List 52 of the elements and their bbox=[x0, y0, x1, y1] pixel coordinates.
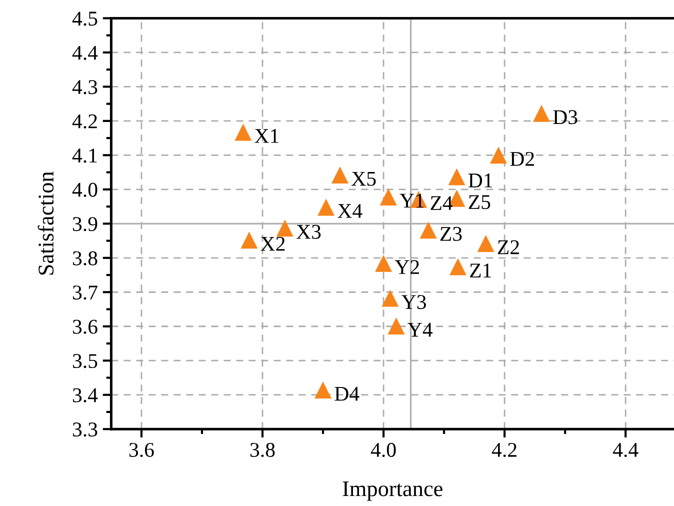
annotation: X3 bbox=[296, 224, 321, 239]
point bbox=[490, 146, 508, 164]
point bbox=[420, 222, 437, 239]
annotation: Z1 bbox=[470, 264, 491, 278]
point bbox=[477, 235, 494, 252]
y-tick-label: 3.8 bbox=[72, 251, 98, 266]
y-tick-label: 4.1 bbox=[72, 148, 97, 163]
annotation: X2 bbox=[260, 236, 285, 251]
x-tick-label: 3.8 bbox=[250, 442, 275, 458]
point bbox=[382, 290, 399, 307]
y-tick-label: 4.0 bbox=[72, 182, 98, 197]
x-tick-label: 4.2 bbox=[492, 442, 516, 458]
annotation: Z5 bbox=[468, 195, 490, 210]
point bbox=[388, 318, 405, 335]
x-axis-title: Importance bbox=[342, 481, 442, 501]
annotation: Y3 bbox=[402, 295, 426, 310]
annotation: X5 bbox=[352, 172, 376, 186]
annotation: D1 bbox=[468, 174, 492, 188]
y-tick-label: 3.3 bbox=[72, 422, 98, 437]
y-tick-label: 4.3 bbox=[72, 80, 98, 94]
y-tick-label: 3.4 bbox=[72, 388, 98, 402]
y-tick-label: 3.5 bbox=[72, 354, 98, 368]
x-tick-label: 3.6 bbox=[129, 442, 154, 458]
point bbox=[532, 104, 550, 122]
annotation: X4 bbox=[338, 204, 362, 218]
y-tick-label: 4.5 bbox=[72, 12, 98, 26]
point bbox=[276, 220, 294, 237]
annotation: Z3 bbox=[440, 226, 462, 241]
point bbox=[375, 254, 392, 272]
annotation: D3 bbox=[553, 110, 578, 124]
point bbox=[318, 198, 335, 216]
point bbox=[234, 124, 252, 141]
annotation: Y2 bbox=[394, 260, 419, 274]
y-tick-label: 4.2 bbox=[72, 114, 97, 128]
x-tick-label: 4.4 bbox=[612, 443, 638, 458]
y-tick-label: 3.6 bbox=[72, 320, 98, 334]
y-tick-label: 4.4 bbox=[72, 46, 98, 60]
annotation: Z2 bbox=[498, 240, 519, 254]
y-tick-label: 3.7 bbox=[72, 286, 98, 300]
point bbox=[380, 188, 397, 206]
point bbox=[314, 382, 332, 399]
point bbox=[449, 258, 466, 276]
x-tick-label: 4.0 bbox=[370, 442, 396, 458]
point bbox=[448, 168, 466, 186]
point bbox=[240, 232, 258, 249]
annotation: D2 bbox=[510, 152, 534, 166]
annotation: Y4 bbox=[408, 322, 432, 337]
annotation: D4 bbox=[334, 386, 360, 401]
annotation: X1 bbox=[254, 129, 278, 143]
y-axis-title: Satisfaction bbox=[38, 172, 54, 275]
y-tick-label: 3.9 bbox=[72, 217, 98, 232]
point bbox=[331, 166, 348, 184]
